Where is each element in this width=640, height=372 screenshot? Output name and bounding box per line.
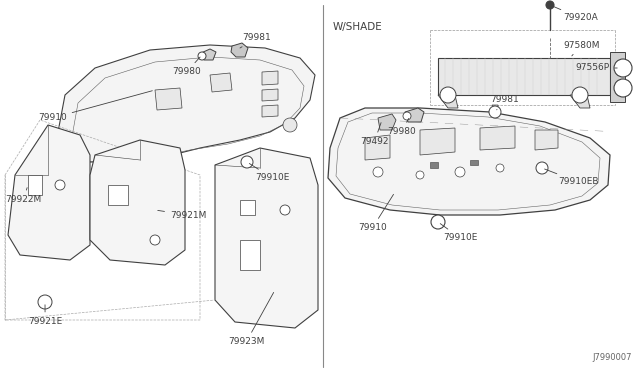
Circle shape — [536, 162, 548, 174]
Polygon shape — [231, 43, 248, 57]
Polygon shape — [610, 52, 625, 102]
Text: 79921M: 79921M — [157, 211, 206, 219]
Polygon shape — [262, 71, 278, 85]
Text: 79921E: 79921E — [28, 305, 62, 327]
Circle shape — [546, 1, 554, 9]
Polygon shape — [201, 49, 216, 60]
Polygon shape — [328, 108, 610, 215]
Text: 79923M: 79923M — [228, 292, 274, 346]
Circle shape — [431, 215, 445, 229]
Polygon shape — [405, 108, 424, 122]
Text: 79981: 79981 — [240, 33, 271, 48]
Polygon shape — [438, 58, 610, 95]
Text: 79910: 79910 — [358, 194, 394, 232]
Polygon shape — [430, 162, 438, 168]
Polygon shape — [470, 160, 478, 165]
Polygon shape — [480, 126, 515, 150]
Circle shape — [572, 87, 588, 103]
Polygon shape — [570, 95, 590, 108]
Circle shape — [373, 167, 383, 177]
Polygon shape — [240, 200, 255, 215]
Text: 79981: 79981 — [490, 96, 519, 110]
Text: 79492: 79492 — [360, 123, 388, 147]
Text: 97556P: 97556P — [575, 64, 617, 73]
Circle shape — [283, 118, 297, 132]
Circle shape — [38, 295, 52, 309]
Polygon shape — [378, 114, 396, 130]
Circle shape — [440, 87, 456, 103]
Polygon shape — [365, 135, 390, 160]
Text: 79910E: 79910E — [440, 224, 477, 243]
Polygon shape — [55, 45, 315, 162]
Polygon shape — [215, 148, 318, 328]
Circle shape — [150, 235, 160, 245]
Text: 79920A: 79920A — [552, 6, 598, 22]
Circle shape — [198, 52, 206, 60]
Circle shape — [614, 79, 632, 97]
Circle shape — [455, 167, 465, 177]
Text: 79910: 79910 — [38, 91, 152, 122]
Text: 97580M: 97580M — [563, 41, 600, 56]
Polygon shape — [438, 95, 458, 108]
Polygon shape — [420, 128, 455, 155]
Circle shape — [403, 112, 411, 120]
Circle shape — [280, 205, 290, 215]
Circle shape — [416, 171, 424, 179]
Polygon shape — [155, 88, 182, 110]
Polygon shape — [210, 73, 232, 92]
Polygon shape — [108, 185, 128, 205]
Polygon shape — [90, 140, 185, 265]
Text: 79980: 79980 — [172, 57, 201, 77]
Text: 79980: 79980 — [387, 118, 416, 137]
Circle shape — [614, 59, 632, 77]
Polygon shape — [262, 105, 278, 117]
Polygon shape — [535, 130, 558, 150]
Text: 79922M: 79922M — [5, 187, 41, 205]
Circle shape — [496, 164, 504, 172]
Polygon shape — [240, 240, 260, 270]
Polygon shape — [28, 175, 42, 195]
Polygon shape — [262, 89, 278, 101]
Circle shape — [55, 180, 65, 190]
Polygon shape — [8, 125, 90, 260]
Circle shape — [241, 156, 253, 168]
Text: 79910E: 79910E — [250, 163, 289, 183]
Text: J7990007: J7990007 — [593, 353, 632, 362]
Text: 79910EB: 79910EB — [545, 169, 598, 186]
Text: W/SHADE: W/SHADE — [333, 22, 383, 32]
Circle shape — [489, 106, 501, 118]
